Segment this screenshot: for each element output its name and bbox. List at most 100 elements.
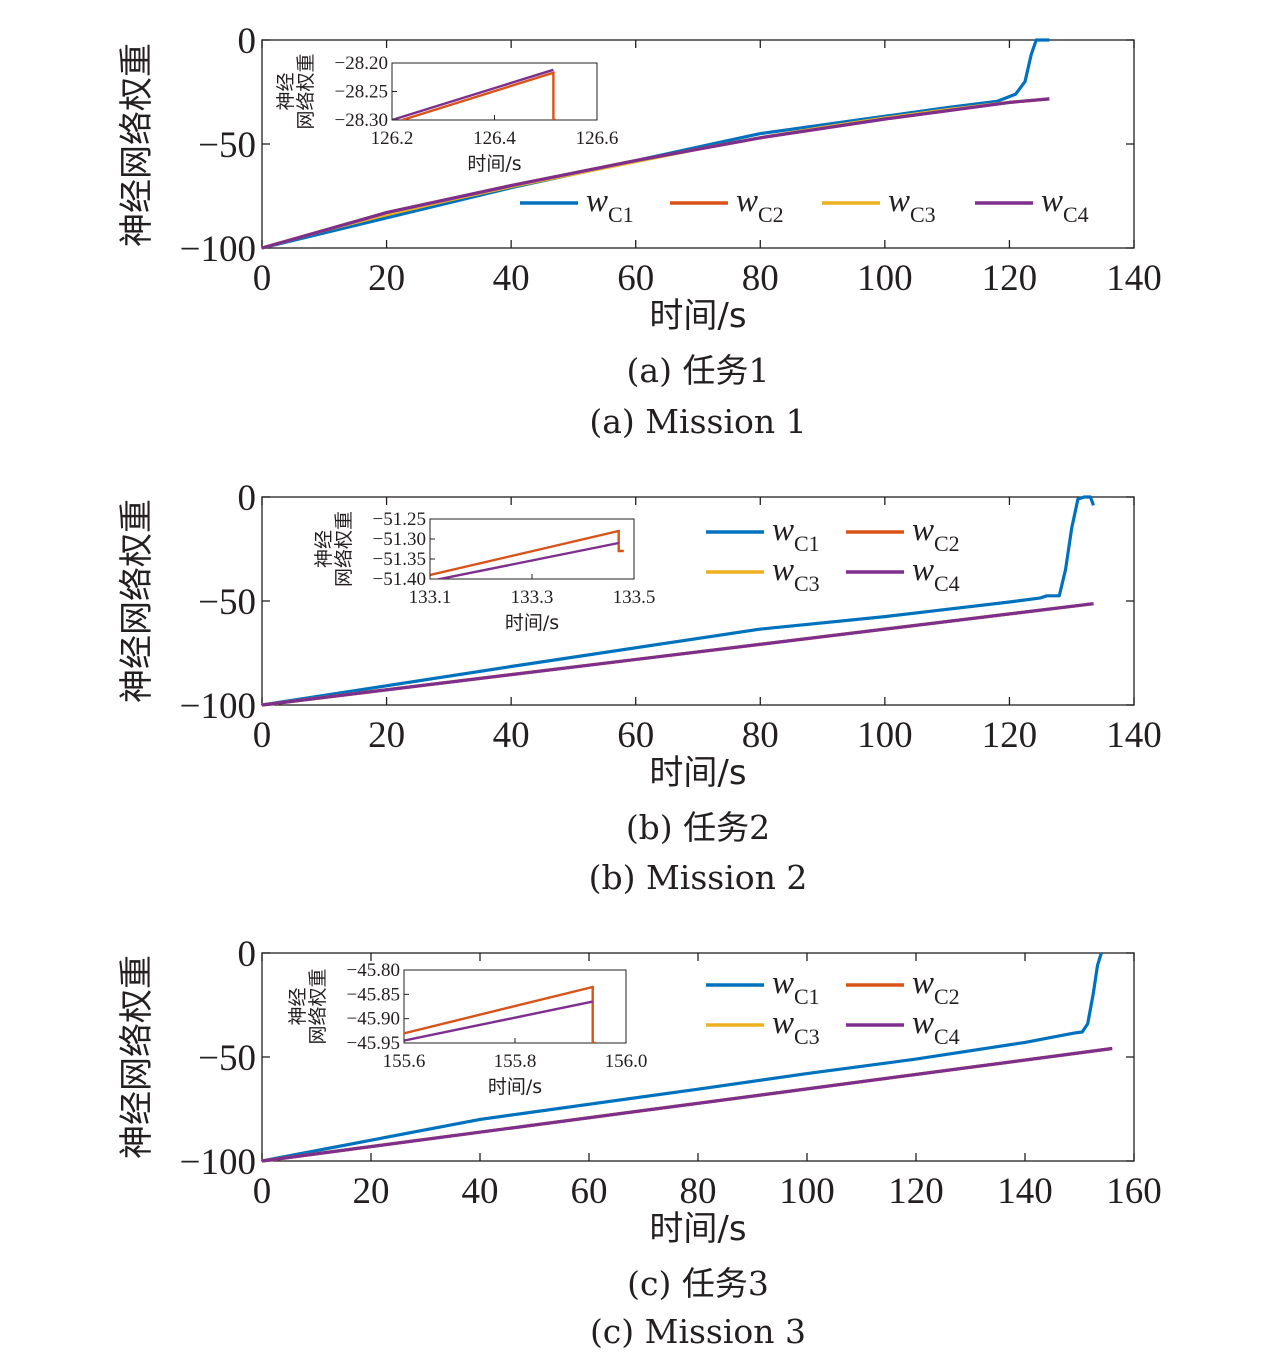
chart2-legend-item-wC4: w C4: [846, 552, 960, 596]
chart2-inset-x-axis-title: 时间/s: [505, 612, 559, 634]
chart3-inset-xtick-label: 155.8: [494, 1051, 537, 1072]
chart3-caption-cn: (c) 任务3: [627, 1264, 769, 1303]
chart3-legend-label-wC4: w: [912, 1005, 934, 1041]
chart2-series-wC1: [261, 495, 1095, 707]
chart1-y-axis-title: 神经网络权重: [117, 43, 157, 247]
chart2-series-wC4: [261, 602, 1094, 707]
chart3-inset-ytick-label: −45.95: [347, 1033, 400, 1054]
chart3-legend-sub-wC3: C3: [794, 1024, 820, 1049]
chart3-inset-ytick-label: −45.85: [347, 984, 400, 1005]
chart3-legend-sub-wC1: C1: [794, 984, 820, 1009]
chart3-legend-label-wC2: w: [912, 965, 934, 1001]
chart3-ytick-label: −100: [180, 1142, 256, 1183]
chart3-inset-x-axis-title: 时间/s: [488, 1076, 542, 1098]
chart2-inset-frame: [429, 518, 635, 580]
chart1-ytick-label: 0: [238, 21, 257, 62]
chart2-xtick-label: 40: [493, 715, 530, 756]
chart1-inset-ytick-label: −28.25: [335, 82, 388, 103]
chart2-xtick-label: 100: [857, 715, 913, 756]
chart1-legend-sub-wC1: C1: [608, 202, 634, 227]
chart1-legend-label-wC3: w: [888, 183, 910, 219]
chart3-xtick-label: 80: [680, 1171, 717, 1212]
chart2-ytick-label: 0: [238, 478, 257, 519]
chart1-inset-ytick-label: −28.20: [335, 53, 388, 74]
chart1-xtick-label: 80: [742, 258, 779, 299]
chart2-legend-label-wC2: w: [912, 512, 934, 548]
chart2-ytick-label: −50: [198, 582, 256, 623]
chart3-inset: 155.6 155.8 156.0 −45.80 −45.85 −45.90 −45.95 时…: [287, 960, 647, 1098]
chart3-inset-xtick-label: 156.0: [605, 1051, 648, 1072]
chart2-xtick-label: 0: [253, 715, 272, 756]
chart3-x-axis-title: 时间/s: [649, 1209, 746, 1249]
chart1-legend-sub-wC2: C2: [758, 202, 784, 227]
chart3-ytick-label: 0: [238, 934, 257, 975]
chart3-xtick-label: 20: [353, 1171, 390, 1212]
chart1-inset-series-wC2: [401, 71, 556, 120]
chart1-legend-sub-wC4: C4: [1063, 202, 1089, 227]
chart2-legend-item-wC3: w C3: [706, 552, 820, 596]
chart3-inset-ytick-label: −45.90: [347, 1009, 400, 1030]
chart1-inset-x-axis-title: 时间/s: [467, 153, 521, 175]
chart3-legend-sub-wC4: C4: [934, 1024, 960, 1049]
chart3-legend-sub-wC2: C2: [934, 984, 960, 1009]
chart2-legend-sub-wC3: C3: [794, 571, 820, 596]
chart1-inset-y-axis-title-line2: 网络权重: [295, 53, 317, 129]
chart3-caption-en: (c) Mission 3: [590, 1312, 806, 1351]
chart2-legend-item-wC1: w C1: [706, 512, 820, 556]
chart3-series-wC4: [261, 1046, 1113, 1163]
chart1-legend-label-wC4: w: [1041, 183, 1063, 219]
chart3-xtick-label: 140: [997, 1171, 1053, 1212]
chart3-legend-label-wC3: w: [772, 1005, 794, 1041]
chart1-ytick-label: −50: [198, 125, 256, 166]
chart1-xtick-label: 120: [982, 258, 1038, 299]
chart1-series-wC4: [261, 97, 1050, 250]
chart3-inset-xtick-label: 155.6: [383, 1051, 426, 1072]
chart1-legend-item-wC4: w C4: [975, 183, 1089, 227]
chart2-inset-y-axis-title-line2: 网络权重: [333, 511, 355, 587]
chart1-ytick-label: −100: [180, 229, 256, 270]
chart2-inset: 133.1 133.3 133.5 −51.25−51.30−51.35−51.40 时…: [313, 509, 655, 634]
chart2-xtick-label: 120: [982, 715, 1038, 756]
chart3-xtick-label: 120: [888, 1171, 944, 1212]
chart2-inset-y-axis-title-line1: 神经: [313, 530, 335, 568]
chart2-inset-series-wC2: [430, 529, 624, 577]
chart2-xtick-label: 80: [742, 715, 779, 756]
chart2-legend-item-wC2: w C2: [846, 512, 960, 556]
chart1-x-axis-title: 时间/s: [649, 296, 746, 336]
chart1-inset-series-wC4: [392, 68, 554, 120]
chart2-inset-ytick-label: −51.40: [373, 569, 426, 590]
chart2-legend-sub-wC4: C4: [934, 571, 960, 596]
chart3-ytick-label: −50: [198, 1038, 256, 1079]
chart3-xtick-label: 100: [779, 1171, 835, 1212]
chart1-xtick-label: 60: [617, 258, 654, 299]
chart2-legend-sub-wC1: C1: [794, 531, 820, 556]
chart3-y-axis-title: 神经网络权重: [117, 955, 157, 1159]
chart2-xtick-label: 20: [368, 715, 405, 756]
chart2-x-axis-title: 时间/s: [649, 753, 746, 793]
chart1-xtick-label: 0: [253, 258, 272, 299]
chart2-ytick-label: −100: [180, 686, 256, 727]
chart2-y-axis-title: 神经网络权重: [117, 499, 157, 703]
chart1-caption-en: (a) Mission 1: [589, 402, 806, 441]
chart2-xtick-label: 60: [617, 715, 654, 756]
chart1-xtick-label: 40: [493, 258, 530, 299]
chart3-legend-label-wC1: w: [772, 965, 794, 1001]
chart1-legend-item-wC2: w C2: [670, 183, 784, 227]
chart3-xtick-label: 60: [571, 1171, 608, 1212]
chart2-xtick-label: 140: [1106, 715, 1162, 756]
chart1-inset-xtick-label: 126.2: [371, 128, 414, 149]
chart1-inset-ytick-label: −28.30: [335, 110, 388, 131]
chart3-inset-ytick-label: −45.80: [347, 960, 400, 981]
chart1-legend-item-wC1: w C1: [520, 183, 634, 227]
chart2-legend-label-wC3: w: [772, 552, 794, 588]
chart2-caption-en: (b) Mission 2: [589, 858, 808, 897]
chart3-inset-series-wC2: [404, 985, 596, 1043]
chart3-xtick-label: 40: [462, 1171, 499, 1212]
chart1-caption-cn: (a) 任务1: [627, 351, 770, 390]
chart3-xtick-label: 0: [253, 1171, 272, 1212]
chart1-legend-label-wC2: w: [736, 183, 758, 219]
